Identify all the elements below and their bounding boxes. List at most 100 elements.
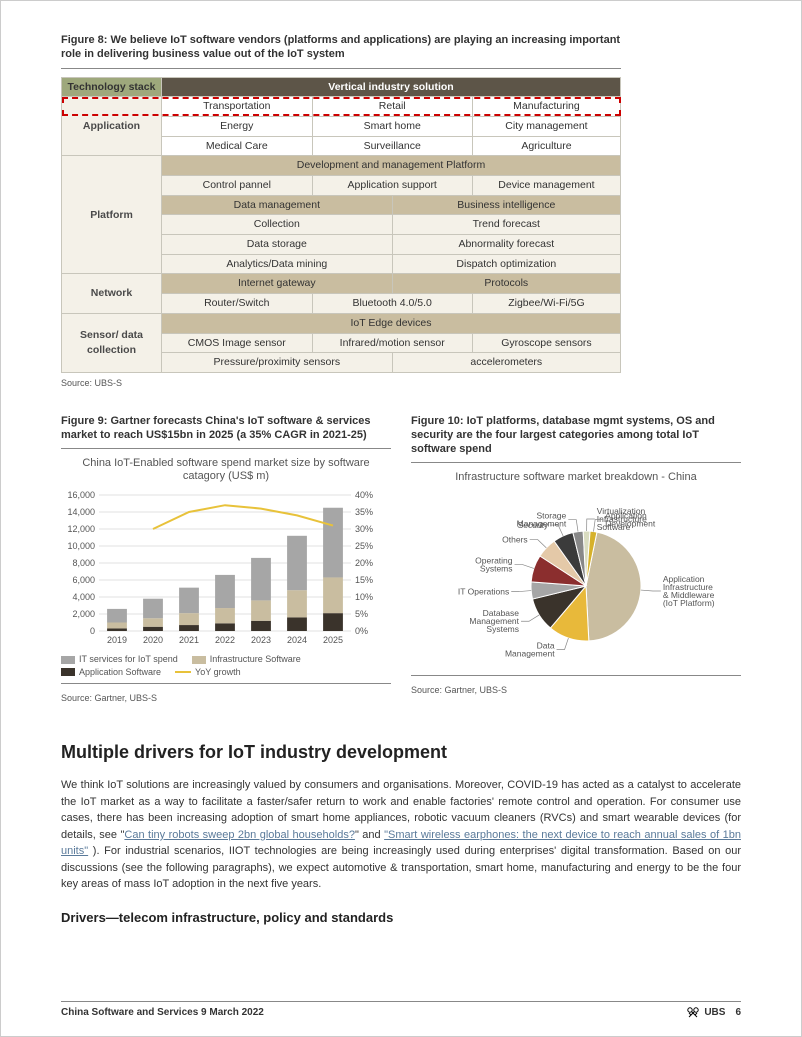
header-vertical-solution: Vertical industry solution (162, 77, 621, 97)
cell-plat-dispatch: Dispatch optimization (392, 254, 620, 274)
cell-app-smarthome: Smart home (312, 116, 472, 136)
cell-plat-dev-hdr: Development and management Platform (162, 156, 621, 176)
figure-9: Figure 9: Gartner forecasts China's IoT … (61, 414, 391, 705)
swatch-icon (61, 668, 75, 676)
cell-plat-storage: Data storage (162, 235, 393, 255)
cell-plat-abnormal: Abnormality forecast (392, 235, 620, 255)
row-label-application: Application (62, 97, 162, 156)
page-footer: China Software and Services 9 March 2022… (61, 1001, 741, 1020)
cell-sensor-cmos: CMOS Image sensor (162, 333, 313, 353)
svg-text:35%: 35% (355, 507, 373, 517)
para1-text-b: " and (355, 829, 384, 841)
cell-net-gateway-hdr: Internet gateway (162, 274, 393, 294)
svg-text:2019: 2019 (107, 635, 127, 645)
cell-app-retail: Retail (312, 97, 472, 117)
cell-app-medical: Medical Care (162, 136, 313, 156)
svg-text:40%: 40% (355, 490, 373, 500)
cell-net-router: Router/Switch (162, 294, 313, 314)
svg-text:2021: 2021 (179, 635, 199, 645)
legend-item-infrasw: Infrastructure Software (192, 653, 301, 666)
figure-10-caption: Figure 10: IoT platforms, database mgmt … (411, 414, 741, 457)
svg-text:16,000: 16,000 (67, 490, 95, 500)
footer-left-text: China Software and Services 9 March 2022 (61, 1006, 264, 1020)
svg-text:IT Operations: IT Operations (458, 586, 509, 596)
svg-text:10,000: 10,000 (67, 541, 95, 551)
figure-10-rule (411, 462, 741, 463)
legend-item-appsw: Application Software (61, 666, 161, 679)
figure-8-source: Source: UBS-S (61, 377, 621, 390)
svg-text:10%: 10% (355, 592, 373, 602)
svg-text:25%: 25% (355, 541, 373, 551)
svg-text:2025: 2025 (323, 635, 343, 645)
figure-10-chart-title: Infrastructure software market breakdown… (411, 471, 741, 484)
figure-10-rule-bottom (411, 675, 741, 676)
figure-9-caption: Figure 9: Gartner forecasts China's IoT … (61, 414, 391, 443)
svg-text:Others: Others (502, 534, 528, 544)
svg-text:8,000: 8,000 (72, 558, 95, 568)
footer-right: UBS 6 (686, 1006, 741, 1020)
figure-9-legend: IT services for IoT spend Infrastructure… (61, 653, 391, 678)
svg-text:Management: Management (505, 648, 555, 658)
figures-9-10-row: Figure 9: Gartner forecasts China's IoT … (61, 414, 741, 705)
cell-plat-collection: Collection (162, 215, 393, 235)
ubs-brand-text: UBS (704, 1006, 725, 1020)
row-label-sensor: Sensor/ data collection (62, 313, 162, 372)
cell-sensor-gyro: Gyroscope sensors (472, 333, 620, 353)
svg-text:2020: 2020 (143, 635, 163, 645)
svg-text:6,000: 6,000 (72, 575, 95, 585)
legend-item-yoy: YoY growth (175, 666, 241, 679)
header-tech-stack: Technology stack (62, 77, 162, 97)
svg-text:2024: 2024 (287, 635, 307, 645)
figure-9-chart-title: China IoT-Enabled software spend market … (61, 457, 391, 483)
line-swatch-icon (175, 671, 191, 673)
swatch-icon (192, 656, 206, 664)
svg-text:Systems: Systems (480, 563, 513, 573)
swatch-icon (61, 656, 75, 664)
figure-8: Figure 8: We believe IoT software vendor… (61, 33, 621, 390)
svg-text:12,000: 12,000 (67, 524, 95, 534)
figure-9-source: Source: Gartner, UBS-S (61, 692, 391, 705)
link-can-tiny-robots[interactable]: Can tiny robots sweep 2bn global househo… (124, 829, 355, 841)
svg-text:Systems: Systems (486, 624, 519, 634)
cell-net-zigbee: Zigbee/Wi-Fi/5G (472, 294, 620, 314)
row-label-network: Network (62, 274, 162, 313)
cell-plat-dm-hdr: Data management (162, 195, 393, 215)
svg-text:5%: 5% (355, 609, 368, 619)
cell-sensor-accel: accelerometers (392, 353, 620, 373)
legend-label-yoy: YoY growth (195, 666, 241, 679)
cell-app-surveillance: Surveillance (312, 136, 472, 156)
cell-app-manufacturing: Manufacturing (472, 97, 620, 117)
cell-plat-analytics: Analytics/Data mining (162, 254, 393, 274)
svg-text:(IoT Platform): (IoT Platform) (663, 598, 715, 608)
cell-sensor-pressure: Pressure/proximity sensors (162, 353, 393, 373)
cell-sensor-infrared: Infrared/motion sensor (312, 333, 472, 353)
figure-8-caption: Figure 8: We believe IoT software vendor… (61, 33, 621, 62)
svg-text:15%: 15% (355, 575, 373, 585)
svg-text:2023: 2023 (251, 635, 271, 645)
figure-8-rule (61, 68, 621, 69)
figure-9-rule (61, 448, 391, 449)
svg-text:Management: Management (517, 518, 567, 528)
section-subheading: Drivers—telecom infrastructure, policy a… (61, 909, 741, 927)
figure-10-source: Source: Gartner, UBS-S (411, 684, 741, 697)
legend-label-infrasw: Infrastructure Software (210, 653, 301, 666)
section-paragraph-1: We think IoT solutions are increasingly … (61, 777, 741, 893)
svg-text:0%: 0% (355, 626, 368, 636)
svg-text:4,000: 4,000 (72, 592, 95, 602)
row-label-platform: Platform (62, 156, 162, 274)
pie-chart: ApplicationInfrastructure& Middleware(Io… (411, 491, 731, 671)
svg-text:2,000: 2,000 (72, 609, 95, 619)
cell-plat-control: Control pannel (162, 176, 313, 196)
footer-page-number: 6 (735, 1006, 741, 1020)
legend-label-itservices: IT services for IoT spend (79, 653, 178, 666)
para1-text-c: ). For industrial scenarios, IIOT techno… (61, 845, 741, 890)
cell-app-transportation: Transportation (162, 97, 313, 117)
ubs-logo: UBS (686, 1006, 725, 1020)
cell-plat-devmgmt: Device management (472, 176, 620, 196)
cell-app-city: City management (472, 116, 620, 136)
svg-text:Development: Development (605, 518, 656, 528)
legend-item-itservices: IT services for IoT spend (61, 653, 178, 666)
cell-app-energy: Energy (162, 116, 313, 136)
cell-plat-bi-hdr: Business intelligence (392, 195, 620, 215)
cell-plat-appsupport: Application support (312, 176, 472, 196)
